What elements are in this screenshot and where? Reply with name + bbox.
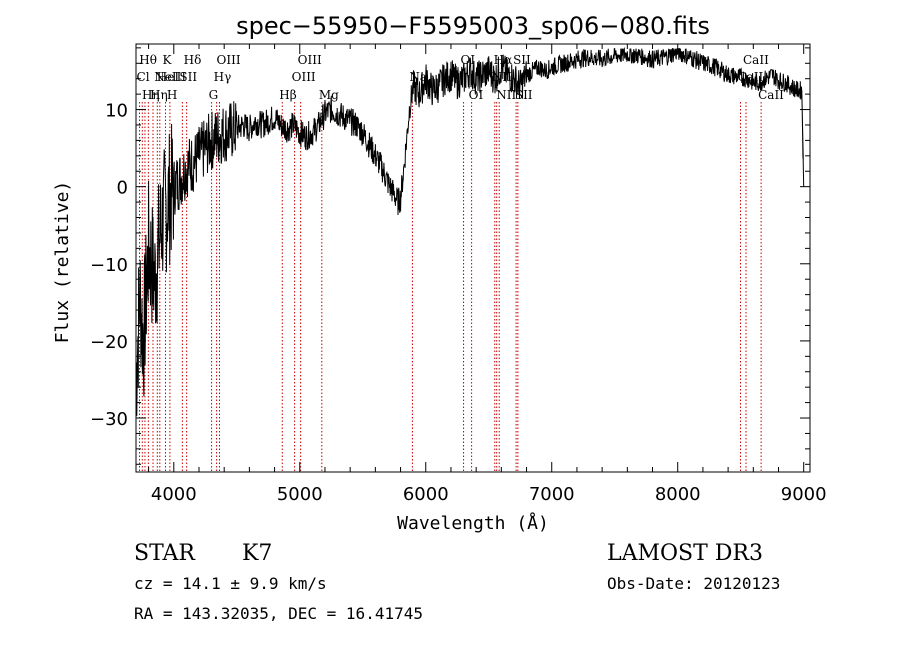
x-tick-label-2: 6000 (403, 484, 449, 505)
line-label-20: OI (469, 88, 484, 102)
line-label-27: CaII (743, 53, 769, 67)
x-tick-label-1: 5000 (277, 484, 323, 505)
x-tick-label-3: 7000 (529, 484, 575, 505)
survey-name: LAMOST DR3 (607, 541, 763, 566)
line-label-11: G (209, 88, 219, 102)
line-label-14: Hβ (279, 88, 296, 102)
line-label-13: OIII (217, 53, 241, 67)
line-label-28: CaII (758, 88, 784, 102)
line-label-1: Hθ (139, 53, 157, 67)
y-tick-label-3: −20 (90, 332, 128, 353)
y-tick-label-2: −10 (90, 255, 128, 276)
plot-frame (135, 43, 811, 473)
line-label-4: Hη (150, 88, 168, 102)
line-label-24: SII (513, 53, 531, 67)
line-label-15: OIII (292, 70, 316, 84)
x-tick-label-0: 4000 (151, 484, 197, 505)
y-tick-label-0: 10 (105, 101, 128, 122)
line-label-12: Hγ (214, 70, 232, 84)
y-axis-label: Flux (relative) (52, 181, 73, 344)
spectrum-series-line (135, 47, 805, 416)
line-label-0: Cl (137, 70, 150, 84)
object-class: STAR (134, 541, 196, 566)
line-label-10: Hδ (184, 53, 202, 67)
line-label-16: OIII (298, 53, 322, 67)
y-tick-label-4: −30 (90, 409, 128, 430)
x-tick-label-4: 8000 (655, 484, 701, 505)
line-label-8: H (167, 88, 177, 102)
line-label-7: K (162, 53, 172, 67)
line-label-5: NeIII (154, 70, 186, 84)
line-label-2: Hη (142, 88, 160, 102)
x-tick-label-5: 9000 (781, 484, 827, 505)
coordinates-readout: RA = 143.32035, DEC = 16.41745 (134, 604, 423, 623)
x-axis-ticks: 4000 5000 6000 7000 8000 9000 (148, 44, 827, 505)
x-axis-label: Wavelength (Å) (397, 512, 549, 534)
y-axis-ticks: 10 0 −10 −20 −30 (90, 47, 810, 465)
line-label-17: Mg (319, 88, 339, 102)
redshift-readout: cz = 14.1 ± 9.9 km/s (134, 574, 327, 593)
observation-date: Obs-Date: 20120123 (607, 574, 780, 593)
y-tick-label-1: 0 (117, 178, 128, 199)
object-subclass: K7 (242, 541, 272, 566)
line-label-23: NII (496, 88, 516, 102)
line-label-6: HeI (157, 70, 180, 84)
line-label-9: SII (179, 70, 197, 84)
emission-line-markers (139, 102, 762, 472)
chart-title: spec−55950−F5595003_sp06−080.fits (236, 12, 710, 40)
